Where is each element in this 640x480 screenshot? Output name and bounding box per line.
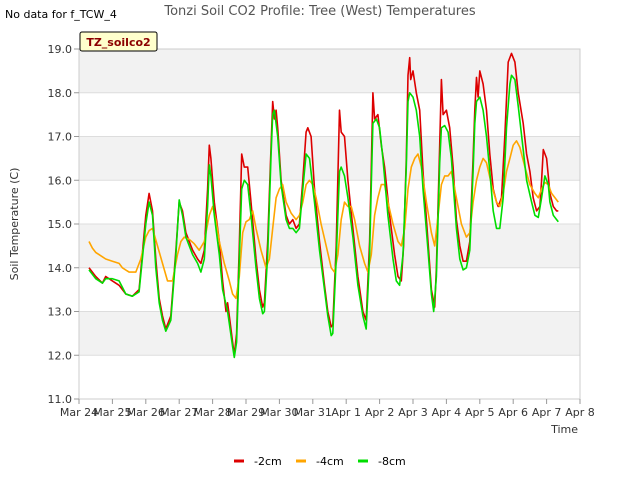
y-tick-label: 12.0 xyxy=(48,349,73,362)
series-line-2cm xyxy=(88,52,559,357)
y-tick-label: 14.0 xyxy=(48,262,73,275)
legend-label: -4cm xyxy=(316,455,344,468)
badge-label: TZ_soilco2 xyxy=(86,36,150,49)
x-tick-label: Apr 5 xyxy=(465,406,495,419)
x-tick-label: Mar 24 xyxy=(60,406,98,419)
x-tick-label: Mar 28 xyxy=(193,406,231,419)
legend-label: -2cm xyxy=(254,455,282,468)
plot-band xyxy=(79,49,580,93)
no-data-note: No data for f_TCW_4 xyxy=(5,8,117,21)
legend: -2cm -4cm -8cm xyxy=(234,455,406,468)
legend-item: -8cm xyxy=(358,455,406,468)
legend-label: -8cm xyxy=(378,455,406,468)
x-tick-label: Mar 25 xyxy=(93,406,131,419)
legend-item: -2cm xyxy=(234,455,282,468)
x-tick-label: Apr 1 xyxy=(331,406,361,419)
y-tick-label: 13.0 xyxy=(48,306,73,319)
series-lines xyxy=(88,52,559,359)
x-tick-label: Apr 8 xyxy=(565,406,595,419)
y-axis-ticks: 11.0 12.0 13.0 14.0 15.0 16.0 17.0 18.0 19.0 xyxy=(48,43,79,406)
y-tick-label: 18.0 xyxy=(48,87,73,100)
legend-item: -4cm xyxy=(296,455,344,468)
badge: TZ_soilco2 xyxy=(79,31,158,52)
x-tick-label: Mar 29 xyxy=(227,406,265,419)
x-axis-label: Time xyxy=(550,423,578,436)
y-tick-label: 15.0 xyxy=(48,218,73,231)
x-tick-label: Apr 3 xyxy=(398,406,428,419)
x-tick-label: Mar 31 xyxy=(294,406,332,419)
y-tick-label: 17.0 xyxy=(48,131,73,144)
x-tick-label: Apr 2 xyxy=(365,406,395,419)
plot-band xyxy=(79,136,580,181)
plot-band xyxy=(79,355,580,399)
badge-box xyxy=(79,31,158,52)
chart-title: Tonzi Soil CO2 Profile: Tree (West) Temp… xyxy=(163,4,476,19)
x-tick-label: Apr 6 xyxy=(498,406,528,419)
y-tick-label: 16.0 xyxy=(48,174,73,187)
x-tick-label: Apr 4 xyxy=(432,406,462,419)
plot-band xyxy=(79,267,580,312)
y-tick-label: 11.0 xyxy=(48,393,73,406)
plot-band xyxy=(79,92,580,137)
x-tick-label: Mar 26 xyxy=(127,406,165,419)
x-tick-label: Mar 30 xyxy=(260,406,298,419)
plot-bands xyxy=(79,49,580,399)
series-line-8cm xyxy=(88,74,559,359)
y-axis-label: Soil Temperature (C) xyxy=(8,168,21,281)
x-tick-label: Mar 27 xyxy=(160,406,198,419)
x-tick-label: Apr 7 xyxy=(532,406,562,419)
y-tick-label: 19.0 xyxy=(48,43,73,56)
